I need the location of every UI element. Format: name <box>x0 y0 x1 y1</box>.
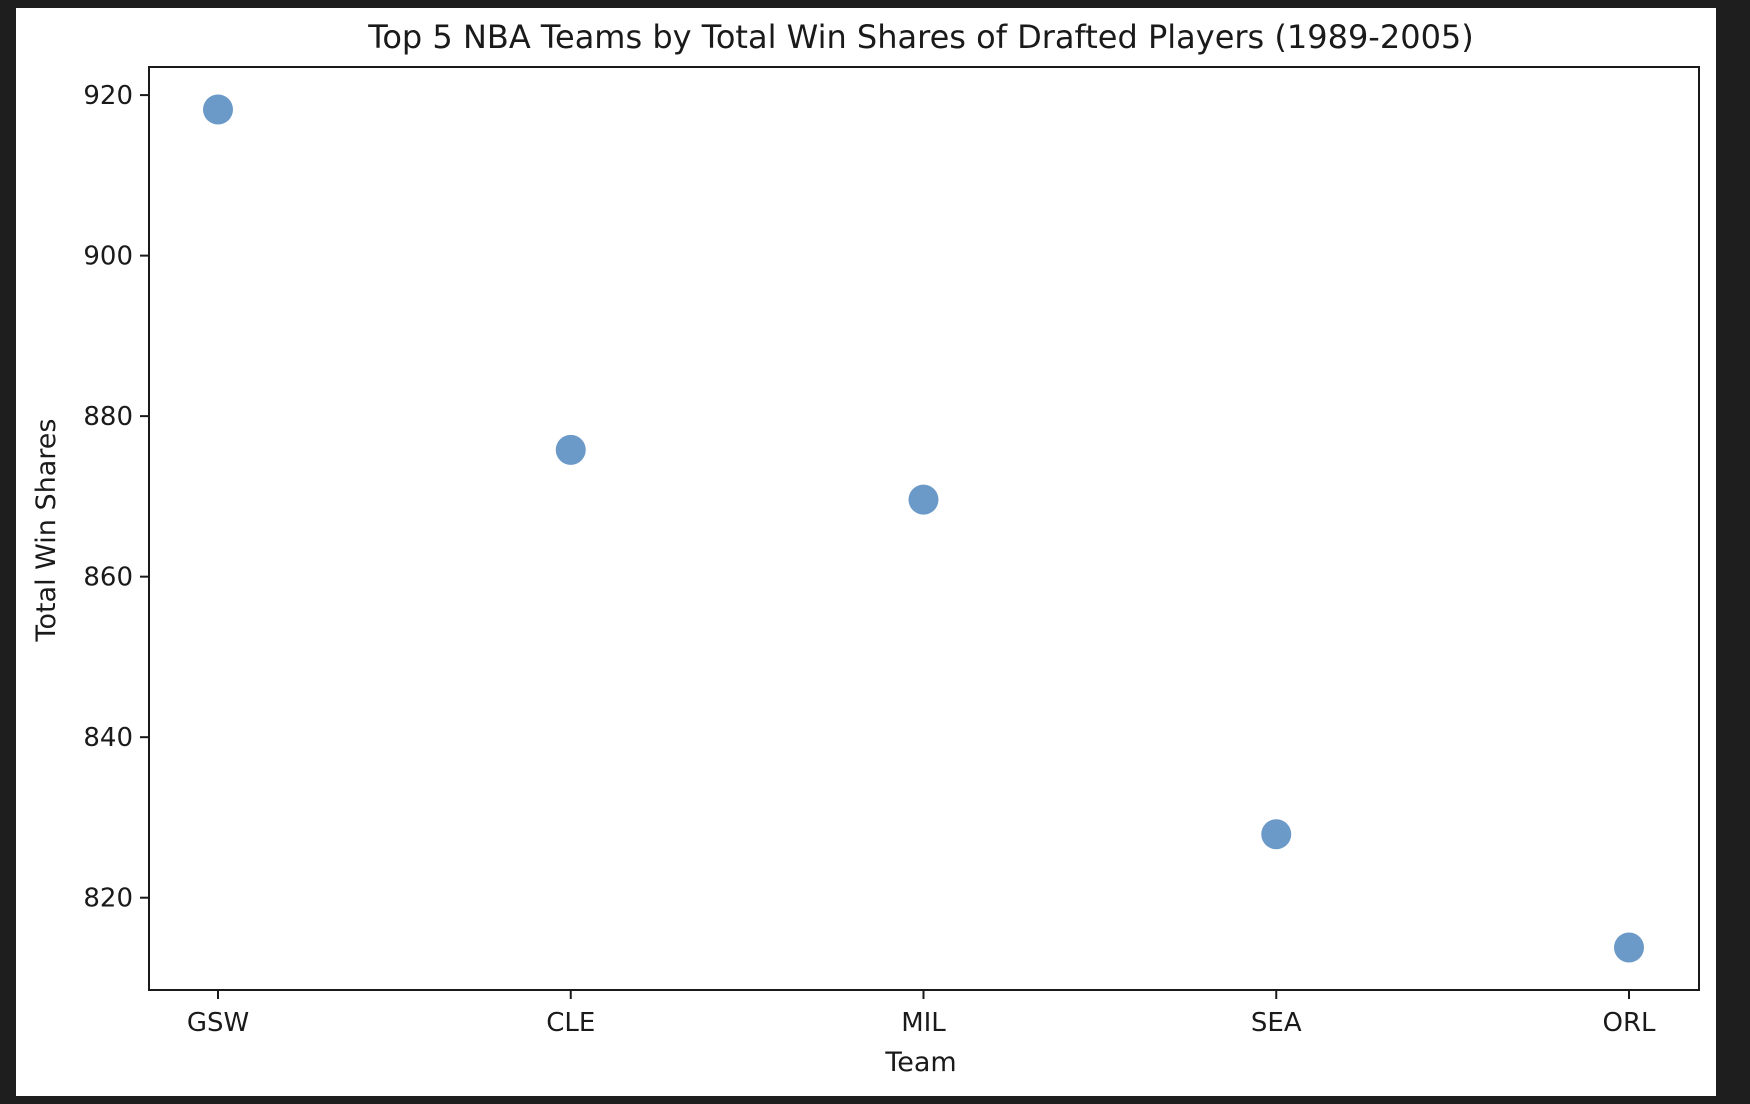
chart-title: Top 5 NBA Teams by Total Win Shares of D… <box>367 18 1474 56</box>
x-tick-label-cle: CLE <box>546 1008 595 1038</box>
y-axis-label: Total Win Shares <box>31 419 62 643</box>
y-tick-label: 840 <box>83 723 133 753</box>
y-tick-label: 820 <box>83 884 133 914</box>
x-axis: GSW CLE MIL SEA ORL <box>187 990 1656 1038</box>
y-axis: 820 840 860 880 900 920 <box>83 81 149 914</box>
x-tick-label-mil: MIL <box>901 1008 946 1038</box>
y-tick-label: 900 <box>83 242 133 272</box>
data-point-orl <box>1614 932 1644 963</box>
x-tick-label-sea: SEA <box>1251 1008 1302 1038</box>
y-tick-label: 920 <box>83 81 133 111</box>
plot-area <box>148 66 1700 991</box>
data-points <box>203 94 1644 963</box>
data-point-mil <box>908 484 939 515</box>
data-point-cle <box>555 434 586 465</box>
x-tick-label-orl: ORL <box>1602 1008 1656 1038</box>
data-point-gsw <box>203 94 233 125</box>
x-axis-label: Team <box>884 1047 956 1078</box>
y-tick-label: 880 <box>83 402 133 432</box>
x-tick-label-gsw: GSW <box>187 1008 249 1038</box>
y-tick-label: 860 <box>83 563 133 593</box>
data-point-sea <box>1261 819 1292 850</box>
